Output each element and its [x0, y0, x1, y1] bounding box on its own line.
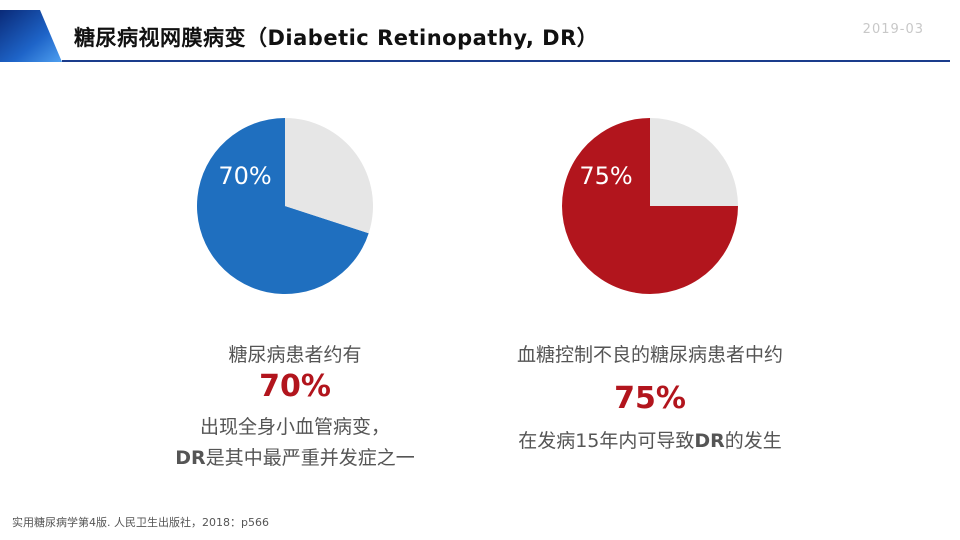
page-title: 糖尿病视网膜病变（Diabetic Retinopathy, DR）: [74, 26, 599, 50]
pie-right-slices: [562, 118, 738, 294]
left-caption-line2: 出现全身小血管病变，: [199, 416, 390, 438]
pie-right-svg: 75%: [562, 118, 738, 294]
header-divider: [62, 60, 950, 62]
pie-right-slice-remainder: [650, 118, 738, 206]
right-caption: 血糖控制不良的糖尿病患者中约 75% 在发病15年内可导致DR的发生: [480, 0, 820, 453]
pie-chart-left: 70%: [197, 118, 373, 294]
header-accent-shape: [0, 10, 62, 62]
right-caption-line2: 在发病15年内可导致DR的发生: [480, 426, 820, 453]
pie-chart-right: 75%: [562, 118, 738, 294]
date-label: 2019-03: [862, 22, 924, 37]
left-caption-dr: DR: [175, 447, 206, 469]
reference-footnote: 实用糖尿病学第4版. 人民卫生出版社，2018：p566: [12, 516, 269, 529]
pie-right-label: 75%: [579, 162, 632, 190]
pie-left-slice-main: [197, 118, 369, 294]
right-caption-percent: 75%: [614, 381, 686, 416]
right-caption-line2-post: 的发生: [724, 430, 782, 452]
pie-left-label: 70%: [218, 162, 271, 190]
right-caption-line2-pre: 在发病15年内可导致: [518, 430, 695, 452]
left-caption-line1: 糖尿病患者约有: [228, 344, 362, 366]
left-caption: 糖尿病患者约有 70% 出现全身小血管病变， DR是其中最严重并发症之一: [130, 0, 460, 470]
left-caption-line3-rest: 是其中最严重并发症之一: [205, 447, 415, 469]
right-caption-dr: DR: [694, 430, 725, 452]
pie-left-slice-remainder: [285, 118, 373, 234]
pie-left-slices: [197, 118, 373, 294]
pie-left-svg: 70%: [197, 118, 373, 294]
left-caption-line3: DR是其中最严重并发症之一: [130, 443, 460, 470]
right-caption-line1: 血糖控制不良的糖尿病患者中约: [516, 344, 783, 366]
left-caption-percent: 70%: [259, 369, 331, 404]
